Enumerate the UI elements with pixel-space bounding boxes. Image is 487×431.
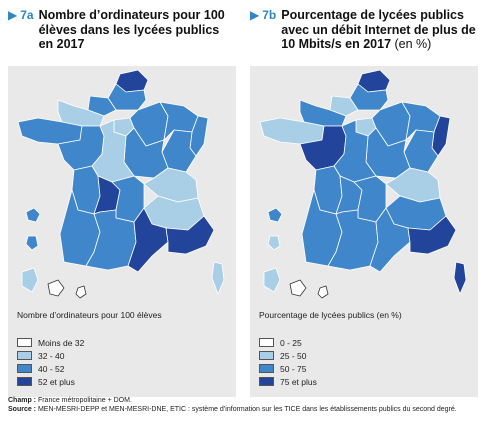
- legend-label: 75 et plus: [280, 376, 317, 387]
- map-area: [250, 66, 478, 306]
- legend-swatch: [259, 377, 274, 386]
- region-haute-normandie: [329, 95, 359, 117]
- legend-item: 52 et plus: [17, 375, 84, 388]
- legend-swatch: [17, 338, 32, 347]
- map-title-7a: ▶ 7a Nombre d’ordinateurs pour 100 élève…: [8, 8, 236, 64]
- legend-label: 50 - 75: [280, 363, 307, 374]
- region-corse: [453, 261, 467, 295]
- legend-title: Pourcentage de lycées publics (en %): [259, 310, 402, 320]
- legend: Nombre d’ordinateurs pour 100 élèves Moi…: [8, 306, 236, 397]
- map-panel-7a: ▶ 7a Nombre d’ordinateurs pour 100 élève…: [8, 8, 236, 397]
- region-corse: [211, 261, 225, 295]
- region-martinique: [267, 235, 281, 251]
- region-languedoc: [369, 207, 411, 273]
- region-guyane: [263, 267, 281, 293]
- legend-swatch: [259, 364, 274, 373]
- figure-title: Pourcentage de lycées publics avec un dé…: [281, 8, 476, 51]
- footnote-champ: Champ : France métropolitaine + DOM.: [8, 397, 132, 404]
- legend-swatch: [259, 338, 274, 347]
- figure-unit: (en %): [394, 37, 432, 51]
- legend-label: 0 - 25: [280, 337, 302, 348]
- region-provence: [407, 215, 457, 255]
- map-area: [8, 66, 236, 306]
- legend-item: 0 - 25: [259, 336, 317, 349]
- legend: Pourcentage de lycées publics (en %) 0 -…: [250, 306, 478, 397]
- region-provence: [165, 215, 215, 255]
- france-map: [17, 69, 225, 299]
- legend-title: Nombre d’ordinateurs pour 100 élèves: [17, 310, 162, 320]
- legend-item: 32 - 40: [17, 349, 84, 362]
- map-title-7b: ▶ 7b Pourcentage de lycées publics avec …: [250, 8, 478, 64]
- legend-swatch: [17, 364, 32, 373]
- triangle-marker-icon: ▶: [8, 8, 18, 22]
- legend-item: 25 - 50: [259, 349, 317, 362]
- legend-label: 40 - 52: [38, 363, 65, 374]
- triangle-marker-icon: ▶: [250, 8, 260, 22]
- region-guyane: [21, 267, 39, 293]
- legend-swatch: [17, 377, 32, 386]
- legend-label: 25 - 50: [280, 350, 307, 361]
- region-guadeloupe: [267, 207, 283, 223]
- region-martinique: [25, 235, 39, 251]
- legend-swatch: [17, 351, 32, 360]
- france-map: [259, 69, 467, 299]
- region-reunion: [47, 279, 65, 297]
- legend-item: 40 - 52: [17, 362, 84, 375]
- footnote-source: Source : MEN-MESRI-DEPP et MEN-MESRI-DNE…: [8, 406, 457, 413]
- region-mayotte: [317, 285, 329, 299]
- legend-label: 32 - 40: [38, 350, 65, 361]
- map-panel-7b: ▶ 7b Pourcentage de lycées publics avec …: [250, 8, 478, 397]
- region-languedoc: [127, 207, 169, 273]
- figure-number: 7a: [20, 8, 34, 22]
- legend-item: Moins de 32: [17, 336, 84, 349]
- legend-label: 52 et plus: [38, 376, 75, 387]
- region-mayotte: [75, 285, 87, 299]
- legend-label: Moins de 32: [38, 337, 85, 348]
- region-reunion: [289, 279, 307, 297]
- figure-title: Nombre d’ordinateurs pour 100 élèves dan…: [38, 8, 225, 51]
- legend-item: 50 - 75: [259, 362, 317, 375]
- legend-item: 75 et plus: [259, 375, 317, 388]
- region-guadeloupe: [25, 207, 41, 223]
- region-haute-normandie: [87, 95, 117, 117]
- legend-swatch: [259, 351, 274, 360]
- footnote: Champ : France métropolitaine + DOM. Sou…: [8, 396, 478, 414]
- figure-number: 7b: [262, 8, 277, 22]
